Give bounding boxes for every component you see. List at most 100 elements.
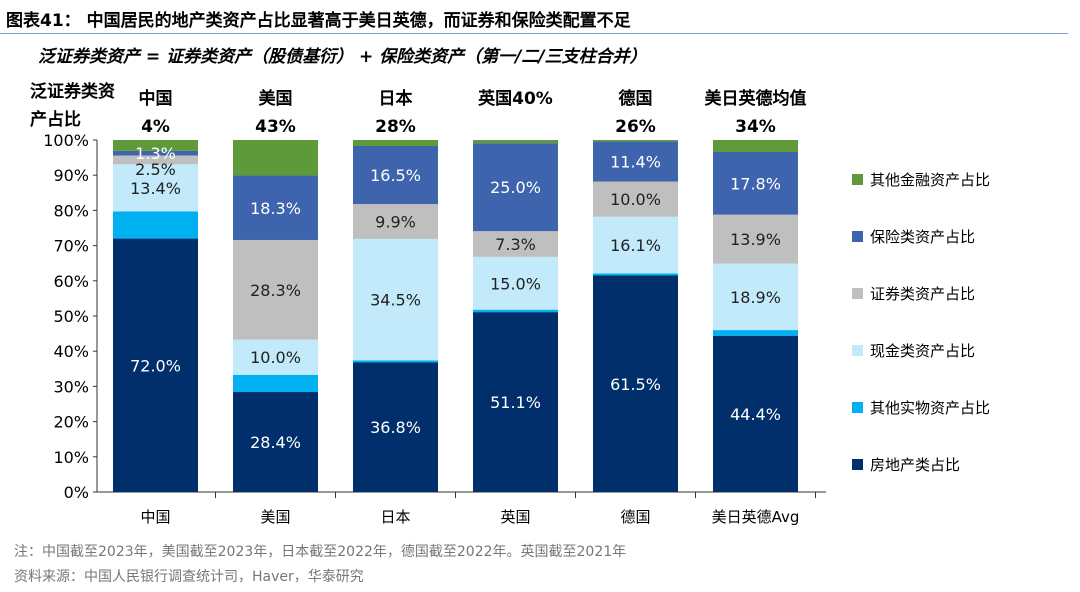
bar-segment (473, 143, 558, 232)
bar-segment (353, 360, 438, 363)
bar-segment (113, 155, 198, 165)
bar-segment (593, 181, 678, 217)
data-label: 1.3% (135, 144, 176, 163)
bar-segment (353, 204, 438, 239)
legend-label: 房地产类占比 (870, 456, 960, 474)
bar-segment (113, 140, 198, 151)
data-label: 10.0% (250, 348, 301, 367)
x-tick-label: 英国 (500, 508, 530, 526)
legend-swatch (852, 288, 863, 299)
top-label-name: 英国40% (478, 88, 553, 109)
legend-swatch (852, 231, 863, 242)
legend-swatch (852, 345, 863, 356)
bar-segment (593, 141, 678, 182)
data-label: 17.8% (730, 174, 781, 193)
bar-segment (593, 216, 678, 274)
y-tick-label: 30% (53, 377, 89, 396)
y-tick-label: 0% (64, 483, 89, 502)
source-note: 资料来源：中国人民银行调查统计司，Haver，华泰研究 (14, 569, 364, 585)
data-label: 18.3% (250, 199, 301, 218)
data-label: 9.9% (375, 212, 416, 231)
bar-segment (113, 164, 198, 212)
bar-segment (353, 238, 438, 361)
top-label-name: 美日英德均值 (705, 88, 807, 109)
bar-segment (473, 312, 558, 492)
legend-label: 保险类资产占比 (870, 228, 975, 246)
bar-segment (353, 140, 438, 146)
y-tick-label: 90% (53, 166, 89, 185)
legend-label: 其他实物资产占比 (870, 399, 990, 417)
top-label-value: 28% (375, 117, 416, 137)
top-label-value: 34% (735, 117, 776, 137)
x-tick-label: 美日英德Avg (712, 508, 800, 526)
data-label: 25.0% (490, 178, 541, 197)
bar-segment (473, 309, 558, 313)
bar-segment (233, 339, 318, 375)
data-label: 10.0% (610, 190, 661, 209)
data-label: 16.1% (610, 236, 661, 255)
bar-segment (233, 239, 318, 340)
y-tick-label: 40% (53, 342, 89, 361)
top-label-name: 日本 (379, 88, 413, 109)
top-label-value: 4% (141, 117, 170, 137)
bar-segment (713, 140, 798, 152)
data-label: 13.4% (130, 179, 181, 198)
bar-segment (233, 392, 318, 492)
data-label: 2.5% (135, 160, 176, 179)
bar-segment (713, 263, 798, 331)
data-label: 51.1% (490, 393, 541, 412)
bar-segment (473, 256, 558, 310)
top-label-name: 德国 (619, 88, 653, 109)
bar-segment (593, 273, 678, 276)
top-label-value: 26% (615, 117, 656, 137)
data-label: 72.0% (130, 356, 181, 375)
bar-segment (713, 151, 798, 215)
bar-segment (233, 374, 318, 393)
bar-segment (113, 150, 198, 156)
y-tick-label: 50% (53, 307, 89, 326)
legend-label: 证券类资产占比 (870, 285, 975, 303)
data-label: 28.3% (250, 281, 301, 300)
bar-segment (353, 145, 438, 205)
title-divider (0, 33, 1068, 34)
top-label-value: 43% (255, 117, 296, 137)
legend-label: 其他金融资产占比 (870, 171, 990, 189)
bar-segment (593, 275, 678, 492)
data-label: 11.4% (610, 152, 661, 171)
legend-swatch (852, 174, 863, 185)
bar-segment (473, 231, 558, 257)
y-tick-label: 60% (53, 272, 89, 291)
data-label: 28.4% (250, 433, 301, 452)
bar-segment (113, 211, 198, 239)
data-label: 44.4% (730, 405, 781, 424)
bar-segment (713, 214, 798, 264)
bar-segment (233, 175, 318, 240)
data-label: 16.5% (370, 166, 421, 185)
bar-segment (113, 238, 198, 492)
x-tick-label: 美国 (260, 508, 290, 526)
bar-segment (713, 330, 798, 336)
y-tick-label: 20% (53, 413, 89, 432)
bar-segment (353, 362, 438, 492)
y-tick-label: 80% (53, 201, 89, 220)
x-tick-label: 日本 (380, 508, 410, 526)
data-label: 18.9% (730, 288, 781, 307)
data-label: 13.9% (730, 230, 781, 249)
y-tick-label: 10% (53, 448, 89, 467)
chart-subtitle: 泛证券类资产 = 证券类资产（股债基衍） + 保险类资产（第一/二/三支柱合并） (38, 47, 647, 67)
data-label: 36.8% (370, 418, 421, 437)
bar-segment (233, 140, 318, 176)
footnote: 注：中国截至2023年，美国截至2023年，日本截至2022年，德国截至2022… (14, 544, 627, 560)
bar-segment (713, 335, 798, 492)
top-label-name: 美国 (259, 88, 293, 109)
chart-title: 图表41： 中国居民的地产类资产占比显著高于美日英德，而证券和保险类配置不足 (6, 11, 631, 31)
bar-segment (593, 140, 678, 142)
legend-label: 现金类资产占比 (870, 342, 975, 360)
top-label-name: 中国 (139, 88, 173, 109)
data-label: 7.3% (495, 235, 536, 254)
x-tick-label: 中国 (140, 508, 170, 526)
legend-swatch (852, 459, 863, 470)
y-tick-label: 100% (43, 131, 89, 150)
bar-segment (473, 140, 558, 144)
